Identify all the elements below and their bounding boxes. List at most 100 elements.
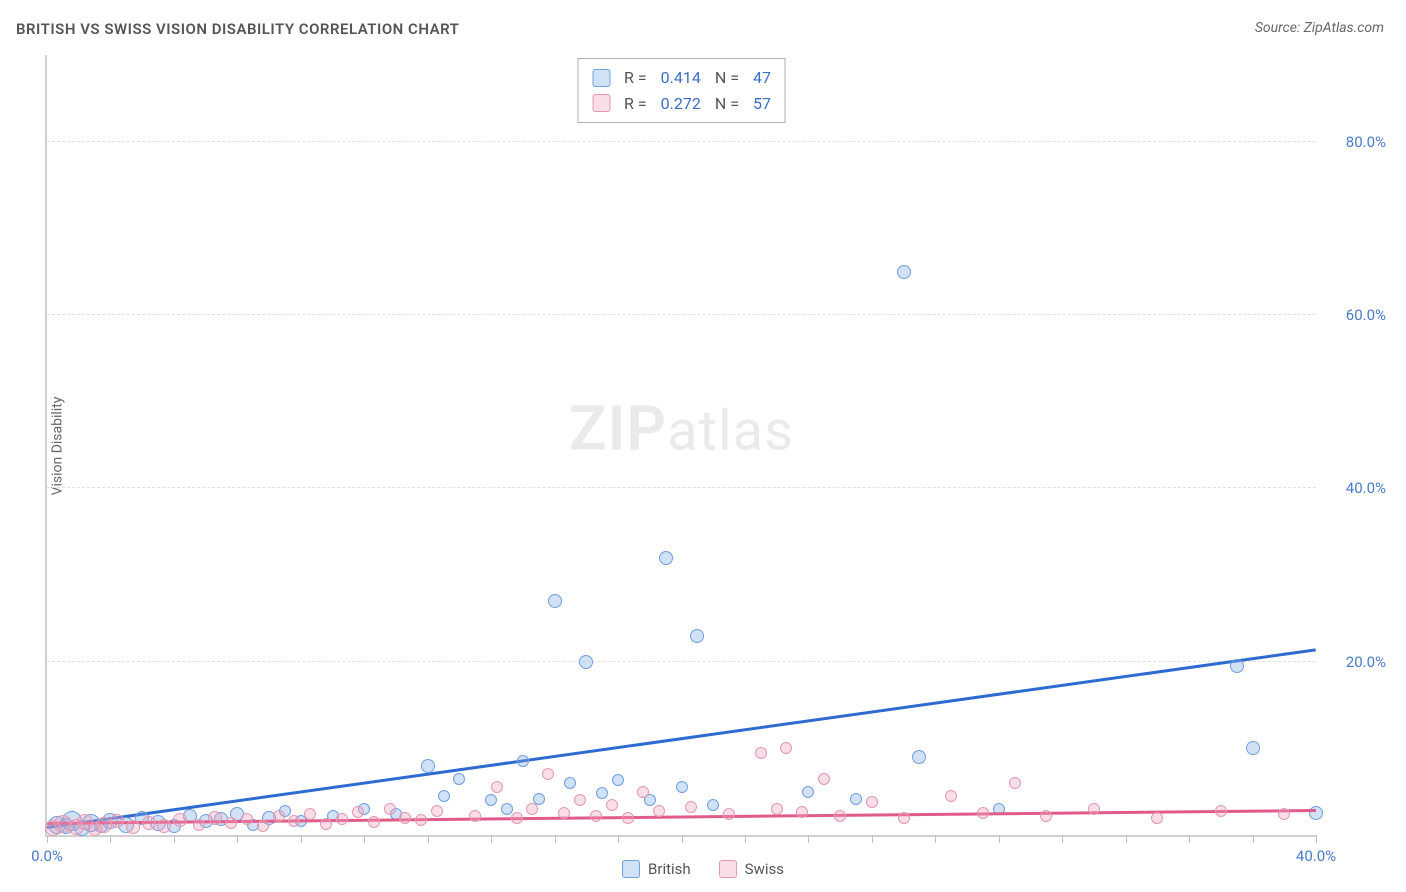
n-label: N =: [715, 65, 739, 91]
y-tick-label: 20.0%: [1346, 653, 1386, 671]
data-point: [574, 794, 586, 806]
data-point: [517, 755, 529, 767]
chart-container: BRITISH VS SWISS VISION DISABILITY CORRE…: [0, 0, 1406, 892]
x-tick: [618, 835, 619, 843]
legend-item: British: [622, 860, 691, 878]
data-point: [912, 750, 926, 764]
x-tick: [1189, 835, 1190, 843]
data-point: [780, 742, 792, 754]
data-point: [511, 812, 523, 824]
x-tick-label: 40.0%: [1296, 847, 1336, 865]
x-tick: [1062, 835, 1063, 843]
legend-swatch: [592, 94, 610, 112]
n-value: 47: [753, 65, 771, 91]
y-tick-label: 40.0%: [1346, 479, 1386, 497]
data-point: [590, 810, 602, 822]
data-point: [193, 819, 205, 831]
data-point: [1246, 741, 1260, 755]
data-point: [690, 629, 704, 643]
gridline: [47, 314, 1316, 315]
legend-label: Swiss: [745, 860, 784, 878]
x-tick: [110, 835, 111, 843]
n-label: N =: [715, 91, 739, 117]
data-point: [225, 817, 237, 829]
data-point: [142, 816, 156, 830]
data-point: [415, 814, 427, 826]
legend-row: R = 0.272 N = 57: [592, 91, 771, 117]
gridline: [47, 661, 1316, 662]
data-point: [241, 813, 253, 825]
chart-title: BRITISH VS SWISS VISION DISABILITY CORRE…: [16, 20, 459, 38]
data-point: [1230, 659, 1244, 673]
x-tick: [47, 835, 48, 843]
data-point: [659, 551, 673, 565]
correlation-legend: R =0.414N =47R =0.272N =57: [577, 58, 786, 123]
data-point: [945, 790, 957, 802]
y-tick-label: 80.0%: [1346, 133, 1386, 151]
data-point: [110, 814, 124, 828]
series-legend: British Swiss: [622, 860, 784, 878]
r-label: R =: [624, 91, 647, 117]
data-point: [834, 810, 846, 822]
data-point: [336, 813, 348, 825]
data-point: [802, 786, 814, 798]
data-point: [622, 812, 634, 824]
data-point: [548, 594, 562, 608]
x-tick: [555, 835, 556, 843]
data-point: [771, 803, 783, 815]
data-point: [685, 801, 697, 813]
data-point: [1215, 805, 1227, 817]
data-point: [558, 807, 570, 819]
data-point: [173, 813, 187, 827]
data-point: [818, 773, 830, 785]
x-tick: [1316, 835, 1317, 843]
n-value: 57: [753, 91, 771, 117]
data-point: [208, 811, 222, 825]
data-point: [676, 781, 688, 793]
data-point: [304, 808, 316, 820]
legend-label: British: [648, 860, 691, 878]
data-point: [898, 812, 910, 824]
data-point: [485, 794, 497, 806]
data-point: [755, 747, 767, 759]
source-attribution: Source: ZipAtlas.com: [1255, 20, 1384, 36]
data-point: [1040, 810, 1052, 822]
data-point: [157, 819, 171, 833]
data-point: [612, 774, 624, 786]
gridline: [47, 141, 1316, 142]
watermark-bold: ZIP: [569, 393, 667, 466]
data-point: [866, 796, 878, 808]
data-point: [977, 807, 989, 819]
data-point: [707, 799, 719, 811]
x-tick: [999, 835, 1000, 843]
x-tick: [237, 835, 238, 843]
data-point: [1088, 803, 1100, 815]
legend-swatch: [592, 69, 610, 87]
data-point: [850, 793, 862, 805]
data-point: [1151, 812, 1163, 824]
watermark: ZIPatlas: [569, 393, 794, 466]
legend-swatch: [719, 860, 737, 878]
data-point: [288, 815, 300, 827]
r-label: R =: [624, 65, 647, 91]
data-point: [526, 803, 538, 815]
x-tick: [745, 835, 746, 843]
data-point: [606, 799, 618, 811]
data-point: [723, 808, 735, 820]
x-tick: [428, 835, 429, 843]
data-point: [352, 806, 364, 818]
data-point: [453, 773, 465, 785]
data-point: [596, 787, 608, 799]
x-tick-label: 0.0%: [31, 847, 63, 865]
data-point: [368, 816, 380, 828]
watermark-light: atlas: [667, 398, 794, 464]
legend-item: Swiss: [719, 860, 784, 878]
legend-swatch: [622, 860, 640, 878]
r-value: 0.272: [661, 91, 701, 117]
data-point: [653, 805, 665, 817]
x-tick: [301, 835, 302, 843]
data-point: [897, 265, 911, 279]
x-tick: [808, 835, 809, 843]
data-point: [384, 803, 396, 815]
data-point: [579, 655, 593, 669]
